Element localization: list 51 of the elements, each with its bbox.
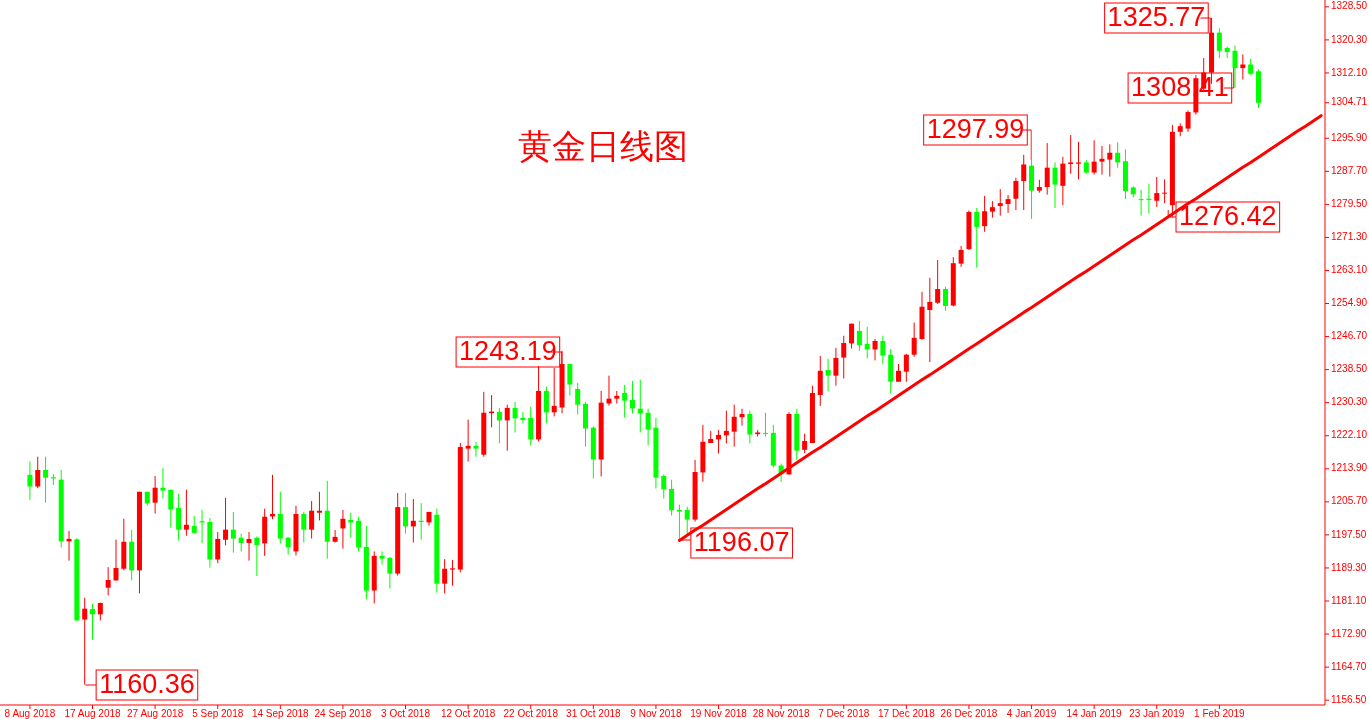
y-tick-label: 1164.70 (1331, 660, 1367, 672)
x-tick-label: 5 Sep 2018 (192, 708, 244, 719)
y-tick-label: 1254.90 (1331, 297, 1368, 309)
y-tick-label: 1263.10 (1331, 264, 1368, 276)
y-tick-label: 1320.30 (1331, 33, 1368, 45)
y-tick-label: 1172.90 (1331, 627, 1367, 639)
x-tick-label: 12 Oct 2018 (440, 708, 496, 719)
y-tick-label: 1181.10 (1331, 594, 1367, 606)
x-tick-label: 14 Jan 2019 (1066, 708, 1123, 719)
y-tick-label: 1197.50 (1331, 528, 1367, 540)
price-label: 1325.77 (1104, 2, 1211, 36)
y-tick-label: 1246.70 (1331, 330, 1368, 342)
x-tick-label: 4 Jan 2019 (1006, 708, 1057, 719)
x-tick-label: 3 Oct 2018 (381, 708, 431, 719)
y-tick-label: 1205.70 (1331, 495, 1368, 507)
x-tick-label: 23 Jan 2019 (1129, 708, 1185, 719)
y-tick-label: 1312.10 (1331, 66, 1368, 78)
annotation: 1276.42 (1179, 201, 1277, 232)
x-tick-label: 19 Nov 2018 (690, 708, 748, 719)
y-tick-label: 1328.50 (1331, 0, 1368, 12)
y-tick-label: 1238.50 (1331, 363, 1368, 375)
y-tick-label: 1295.90 (1331, 131, 1368, 143)
x-tick-label: 7 Dec 2018 (818, 708, 870, 719)
text: 黄金日线图 (518, 126, 688, 166)
annotation: 1160.36 (99, 669, 195, 700)
x-tick-label: 14 Sep 2018 (251, 708, 310, 719)
x-tick-label: 22 Oct 2018 (503, 708, 559, 719)
x-tick-label: 9 Nov 2018 (630, 708, 682, 719)
y-tick-label: 1230.30 (1331, 396, 1368, 408)
y-tick-label: 1271.30 (1331, 231, 1368, 243)
x-tick-label: 24 Sep 2018 (314, 708, 372, 719)
x-tick-label: 31 Oct 2018 (566, 708, 622, 719)
y-tick-label: 1189.30 (1331, 561, 1367, 573)
x-tick-label: 28 Nov 2018 (752, 708, 810, 719)
y-tick-label: 1156.50 (1331, 693, 1367, 705)
y-tick-label: 1213.90 (1331, 462, 1368, 474)
y-tick-label: 1279.50 (1331, 198, 1368, 210)
annotation: 1297.99 (926, 114, 1025, 145)
x-tick-label: 17 Dec 2018 (877, 708, 936, 719)
x-tick-label: 17 Aug 2018 (64, 708, 122, 719)
y-tick-label: 1222.10 (1331, 429, 1368, 441)
y-tick-label: 1287.70 (1331, 164, 1368, 176)
y-tick-label: 1304.71 (1331, 96, 1368, 108)
x-tick-label: 8 Aug 2018 (4, 708, 56, 719)
annotation: 1196.07 (693, 527, 790, 558)
x-tick-label: 27 Aug 2018 (127, 708, 184, 719)
price-label: 1160.36 (84, 669, 199, 701)
x-tick-label: 26 Dec 2018 (940, 708, 998, 719)
price-label: 1243.19 (455, 336, 563, 368)
x-tick-label: 1 Feb 2019 (1194, 708, 1246, 719)
price-label: 1276.42 (1167, 201, 1281, 233)
